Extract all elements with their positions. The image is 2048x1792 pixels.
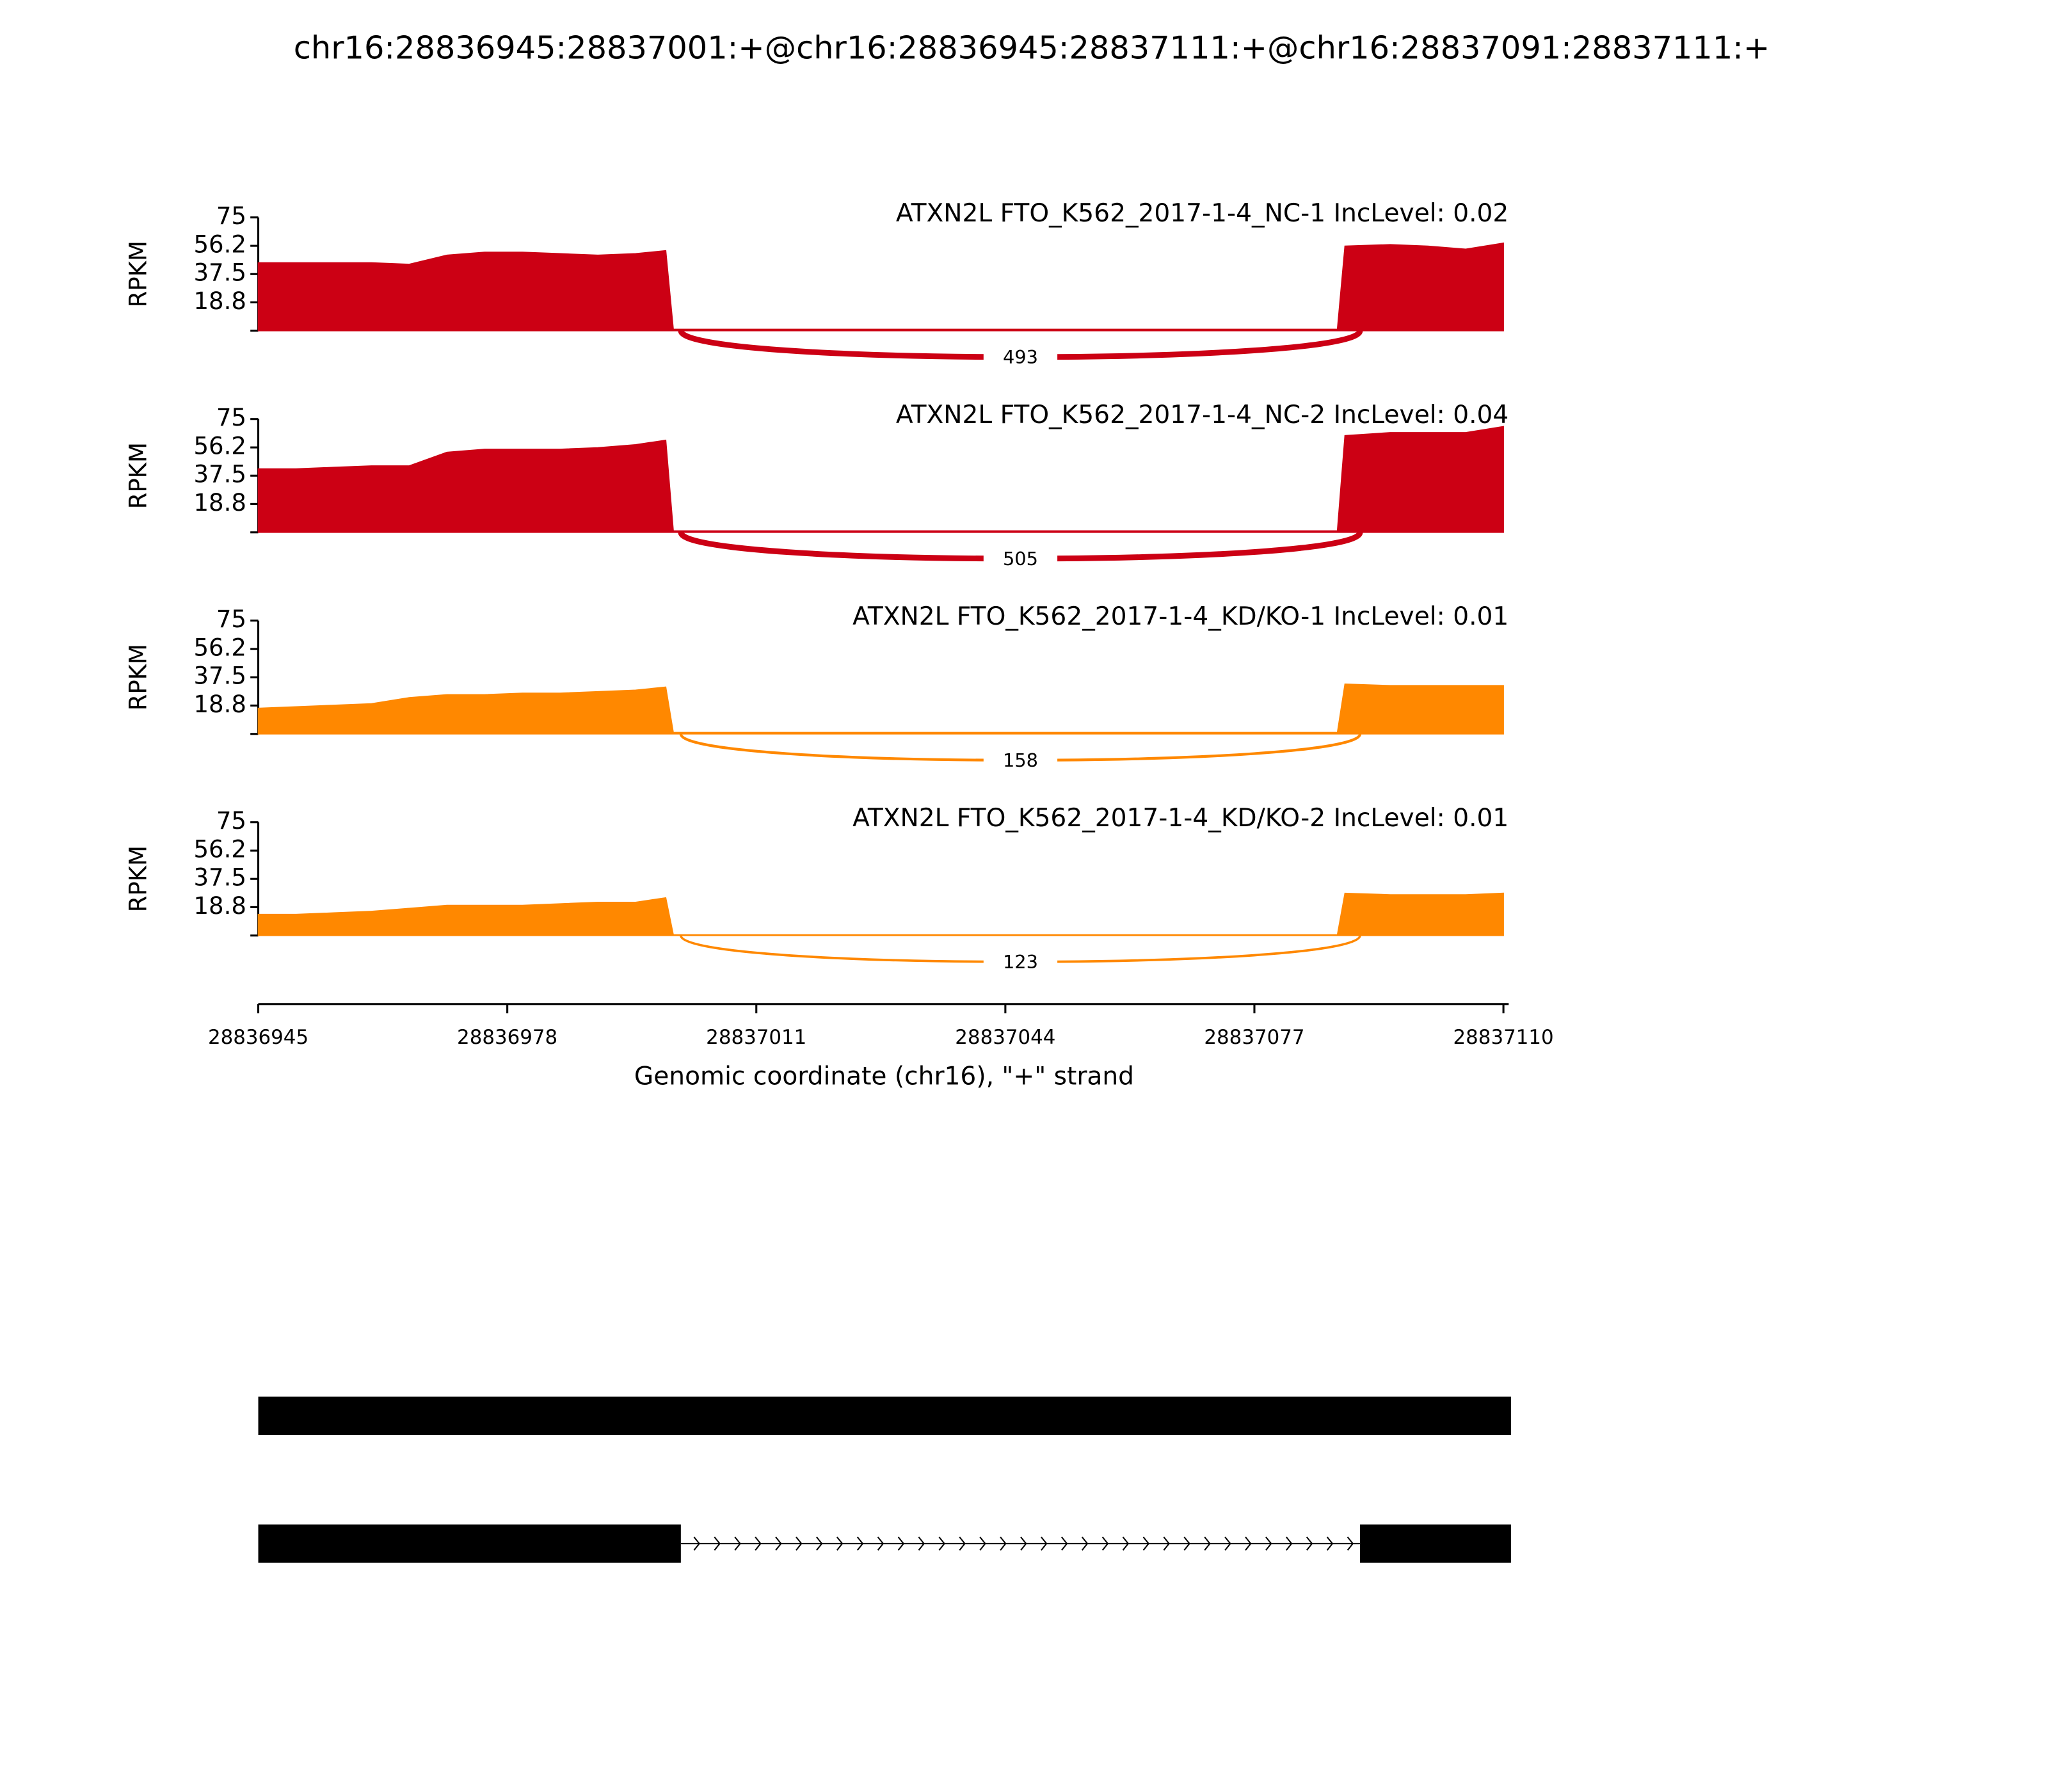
junction-label-bg [983, 548, 1058, 572]
strand-chevron [836, 1536, 844, 1551]
x-tick-label: 28837011 [706, 1026, 806, 1049]
y-tick-label: 18.8 [193, 489, 246, 516]
coverage-area [257, 684, 1504, 735]
x-axis-label: Genomic coordinate (chr16), "+" strand [634, 1062, 1134, 1091]
strand-chevron [979, 1536, 986, 1551]
y-tick-label: 56.2 [193, 433, 246, 460]
junction-count: 505 [1003, 548, 1038, 570]
junction-count: 493 [1003, 346, 1038, 368]
panel-title: ATXN2L FTO_K562_2017-1-4_NC-2 IncLevel: … [896, 401, 1508, 429]
strand-chevron [693, 1536, 700, 1551]
y-axis-label: RPKM [125, 845, 152, 912]
strand-chevron [877, 1536, 884, 1551]
y-tick-label: 37.5 [193, 461, 246, 488]
y-tick-label: 18.8 [193, 287, 246, 315]
strand-chevron [775, 1536, 782, 1551]
strand-chevron [714, 1536, 721, 1551]
strand-chevron [1041, 1536, 1048, 1551]
exon [1360, 1524, 1511, 1563]
strand-chevron [1101, 1536, 1109, 1551]
coverage-area [257, 892, 1504, 936]
strand-chevron [1204, 1536, 1211, 1551]
strand-chevron [1347, 1536, 1354, 1551]
y-axis-label: RPKM [125, 241, 152, 307]
y-tick-label: 56.2 [193, 634, 246, 662]
y-tick-label: 56.2 [193, 836, 246, 863]
x-tick-label: 28837044 [955, 1026, 1055, 1049]
strand-chevron [1245, 1536, 1252, 1551]
x-tick-label: 28836978 [457, 1026, 557, 1049]
strand-chevron [1306, 1536, 1313, 1551]
strand-chevron [1326, 1536, 1334, 1551]
strand-chevron [1000, 1536, 1007, 1551]
y-tick-label: 18.8 [193, 691, 246, 718]
y-tick-label: 37.5 [193, 662, 246, 690]
strand-chevron [1122, 1536, 1130, 1551]
junction-label-bg [983, 951, 1058, 975]
y-tick-label: 75 [216, 404, 246, 431]
chart-title: chr16:28836945:28837001:+@chr16:28836945… [294, 29, 1770, 67]
coverage-area [257, 242, 1504, 332]
y-tick-label: 37.5 [193, 259, 246, 287]
strand-chevron [1061, 1536, 1068, 1551]
junction-label-bg [983, 749, 1058, 774]
strand-chevron [1265, 1536, 1272, 1551]
y-tick-label: 18.8 [193, 892, 246, 920]
strand-chevron [755, 1536, 762, 1551]
junction-count: 158 [1003, 749, 1038, 771]
strand-chevron [1020, 1536, 1027, 1551]
strand-chevron [796, 1536, 803, 1551]
strand-chevron [1183, 1536, 1190, 1551]
junction-label-bg [983, 346, 1058, 371]
y-axis-label: RPKM [125, 644, 152, 710]
strand-chevron [938, 1536, 945, 1551]
strand-chevron [1081, 1536, 1089, 1551]
y-tick-label: 75 [216, 807, 246, 835]
panel-title: ATXN2L FTO_K562_2017-1-4_KD/KO-2 IncLeve… [852, 804, 1508, 833]
strand-chevron [734, 1536, 741, 1551]
strand-chevron [1224, 1536, 1231, 1551]
panel-title: ATXN2L FTO_K562_2017-1-4_KD/KO-1 IncLeve… [852, 602, 1508, 631]
strand-chevron [1286, 1536, 1293, 1551]
strand-chevron [1163, 1536, 1170, 1551]
x-tick-label: 28837077 [1204, 1026, 1304, 1049]
strand-chevron [816, 1536, 823, 1551]
strand-chevron [918, 1536, 925, 1551]
y-tick-label: 75 [216, 202, 246, 230]
junction-count: 123 [1003, 951, 1038, 973]
y-tick-label: 37.5 [193, 864, 246, 892]
exon [258, 1524, 681, 1563]
y-tick-label: 56.2 [193, 231, 246, 259]
panel-title: ATXN2L FTO_K562_2017-1-4_NC-1 IncLevel: … [896, 199, 1508, 228]
x-tick-label: 28836945 [208, 1026, 308, 1049]
strand-chevron [897, 1536, 905, 1551]
x-tick-label: 28837110 [1453, 1026, 1554, 1049]
strand-chevron [1142, 1536, 1150, 1551]
y-tick-label: 75 [216, 605, 246, 633]
y-axis-label: RPKM [125, 442, 152, 509]
coverage-area [257, 426, 1504, 533]
exon [258, 1396, 1511, 1436]
strand-chevron [856, 1536, 864, 1551]
strand-chevron [959, 1536, 966, 1551]
